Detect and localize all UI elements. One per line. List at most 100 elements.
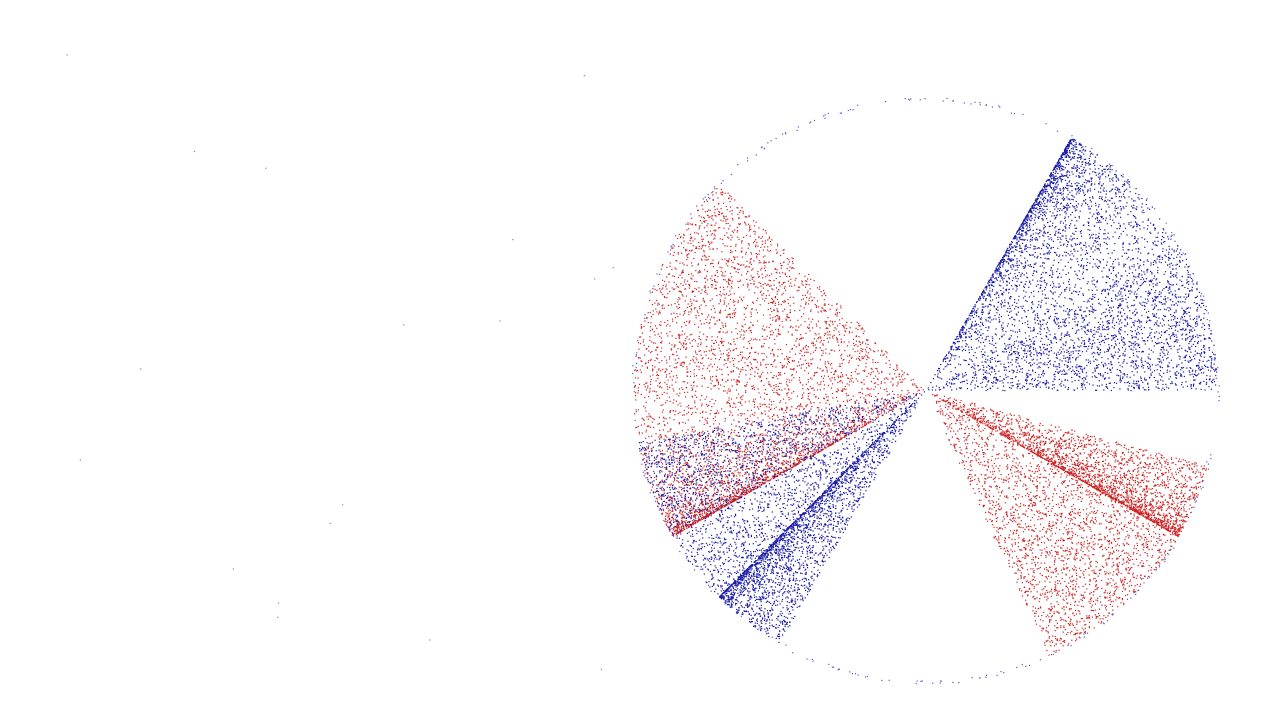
particle-red	[764, 413, 766, 415]
particle-red	[724, 474, 727, 476]
particle-red	[695, 522, 697, 524]
particle-red	[825, 433, 827, 435]
particle-red	[667, 431, 669, 433]
particle-red	[722, 272, 724, 274]
particle-red	[677, 253, 679, 255]
particle-red	[640, 327, 642, 329]
particle-red	[727, 402, 729, 404]
particle-red	[638, 348, 640, 350]
particle-red	[670, 304, 673, 306]
particle-red	[840, 338, 842, 340]
particle-red	[669, 325, 671, 327]
particle-red	[769, 450, 771, 452]
particle-red	[824, 363, 826, 365]
particle-red	[671, 528, 673, 530]
particle-red	[764, 439, 766, 441]
particle-red	[827, 444, 829, 446]
particle-red	[736, 482, 738, 484]
particle-red	[880, 381, 882, 383]
particle-red	[690, 524, 692, 526]
particle-red	[648, 458, 650, 460]
particle-red	[728, 348, 730, 350]
particle-red	[761, 335, 763, 337]
particle-red	[863, 383, 865, 385]
particle-red	[738, 459, 740, 461]
particle-red	[727, 222, 729, 224]
particle-red	[694, 406, 696, 408]
particle-red	[767, 284, 770, 286]
particle-red	[679, 237, 682, 239]
particle-red	[709, 300, 711, 302]
particle-red	[634, 413, 636, 415]
particle-red	[731, 429, 733, 431]
particle-red	[721, 467, 723, 469]
particle-red	[637, 409, 639, 411]
particle-red	[807, 378, 809, 381]
particle-red	[825, 323, 827, 325]
particle-red	[729, 316, 731, 318]
particle-red	[774, 443, 776, 445]
particle-blue	[1005, 261, 1007, 263]
particle-blue	[981, 322, 983, 324]
particle-red	[713, 423, 715, 425]
particle-red	[733, 341, 735, 343]
particle-red	[841, 341, 843, 343]
particle-red	[865, 394, 867, 397]
particle-red	[698, 228, 700, 230]
particle-red	[827, 328, 829, 330]
particle-red	[743, 319, 745, 321]
particle-red	[694, 295, 696, 297]
particle-red	[820, 291, 822, 293]
particle-red	[772, 452, 774, 454]
particle-red	[665, 325, 667, 327]
particle-red	[669, 400, 671, 402]
particle-red	[701, 235, 703, 237]
particle-red	[875, 416, 877, 418]
particle-red	[801, 397, 803, 399]
particle-red	[708, 350, 710, 352]
particle-red	[666, 445, 668, 447]
particle-red	[806, 456, 808, 458]
particle-red	[697, 264, 699, 266]
particle-red	[649, 326, 652, 328]
particle-red	[680, 291, 682, 293]
particle-red	[739, 401, 741, 403]
particle-red	[658, 436, 660, 438]
particle-red	[784, 286, 786, 288]
particle-red	[668, 304, 670, 306]
particle-red	[801, 280, 803, 282]
particle-red	[768, 236, 770, 238]
particle-red	[791, 267, 793, 269]
particle-red	[707, 488, 709, 490]
particle-red	[773, 375, 775, 377]
particle-red	[787, 357, 789, 359]
particle-red	[637, 390, 639, 392]
particle-red	[776, 442, 778, 444]
particle-red	[883, 403, 886, 405]
particle-red	[851, 431, 853, 433]
particle-red	[667, 476, 670, 478]
particle-red	[733, 258, 736, 261]
particle-red	[850, 426, 853, 428]
particle-red	[709, 510, 711, 512]
particle-red	[718, 211, 720, 213]
particle-red	[711, 450, 713, 452]
particle-red	[683, 247, 685, 249]
particle-red	[669, 443, 671, 445]
particle-red	[698, 215, 700, 217]
particle-red	[812, 443, 814, 445]
particle-red	[694, 308, 696, 310]
particle-blue	[1017, 233, 1019, 235]
particle-red	[713, 483, 715, 485]
particle-red	[714, 348, 716, 350]
particle-blue	[1041, 188, 1043, 190]
particle-red	[893, 405, 895, 407]
particle-blue	[993, 305, 995, 307]
particle-red	[674, 359, 676, 361]
particle-red	[902, 398, 905, 401]
particle-red	[698, 484, 700, 486]
particle-red	[709, 400, 711, 403]
particle-red	[686, 387, 688, 389]
particle-red	[710, 383, 712, 385]
particle-red	[837, 440, 839, 442]
